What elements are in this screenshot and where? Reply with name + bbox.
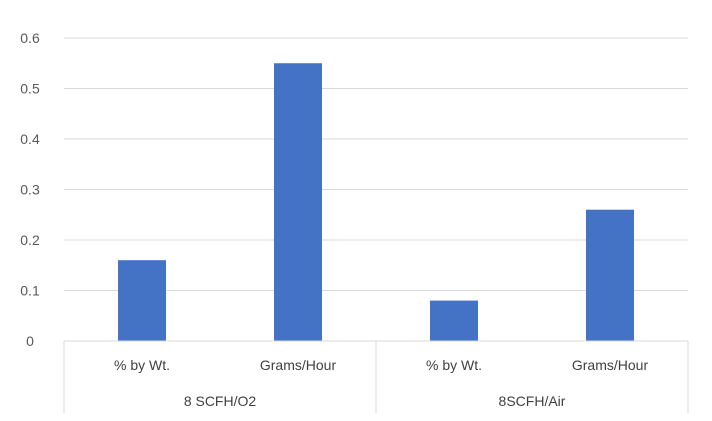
x-axis-category-labels: % by Wt. Grams/Hour % by Wt. Grams/Hour (114, 357, 648, 373)
bar (430, 300, 478, 341)
y-axis-tick-labels: 0 0.1 0.2 0.3 0.4 0.5 0.6 (20, 30, 40, 349)
y-tick-label: 0.5 (20, 81, 40, 97)
y-tick-label: 0.3 (20, 182, 40, 198)
x-axis (63, 340, 689, 413)
bar (118, 260, 166, 341)
y-tick-label: 0 (26, 333, 34, 349)
x-category-label: % by Wt. (114, 357, 170, 373)
bars (118, 63, 634, 341)
y-tick-label: 0.6 (20, 30, 40, 46)
bar (274, 63, 322, 341)
x-axis-group-labels: 8 SCFH/O2 8SCFH/Air (184, 393, 566, 409)
y-tick-label: 0.2 (20, 232, 40, 248)
x-category-label: Grams/Hour (260, 357, 337, 373)
x-group-label: 8SCFH/Air (499, 393, 566, 409)
y-tick-label: 0.1 (20, 283, 40, 299)
x-category-label: Grams/Hour (572, 357, 649, 373)
bar (586, 209, 634, 341)
x-category-label: % by Wt. (426, 357, 482, 373)
y-tick-label: 0.4 (20, 131, 40, 147)
gridlines (64, 37, 688, 291)
x-group-label: 8 SCFH/O2 (184, 393, 257, 409)
